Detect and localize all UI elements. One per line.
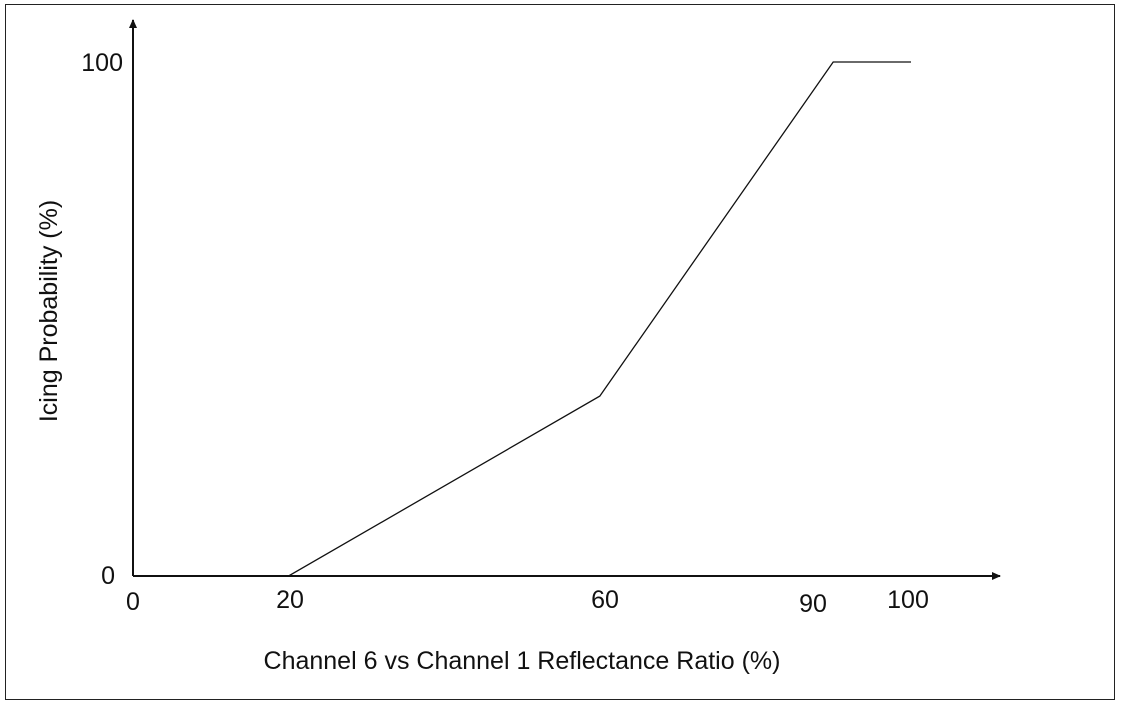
y-axis-label: Icing Probability (%) <box>35 200 63 422</box>
x-tick-label-100: 100 <box>887 586 929 614</box>
x-tick-label-60: 60 <box>591 586 619 614</box>
chart-frame <box>5 4 1115 700</box>
x-axis-label: Channel 6 vs Channel 1 Reflectance Ratio… <box>264 647 781 675</box>
x-tick-label-90: 90 <box>799 590 827 618</box>
series-line <box>133 61 911 577</box>
y-tick-label-100: 100 <box>81 49 123 77</box>
x-tick-label-0: 0 <box>126 588 140 616</box>
x-tick-label-20: 20 <box>276 586 304 614</box>
y-tick-label-0: 0 <box>101 562 115 590</box>
